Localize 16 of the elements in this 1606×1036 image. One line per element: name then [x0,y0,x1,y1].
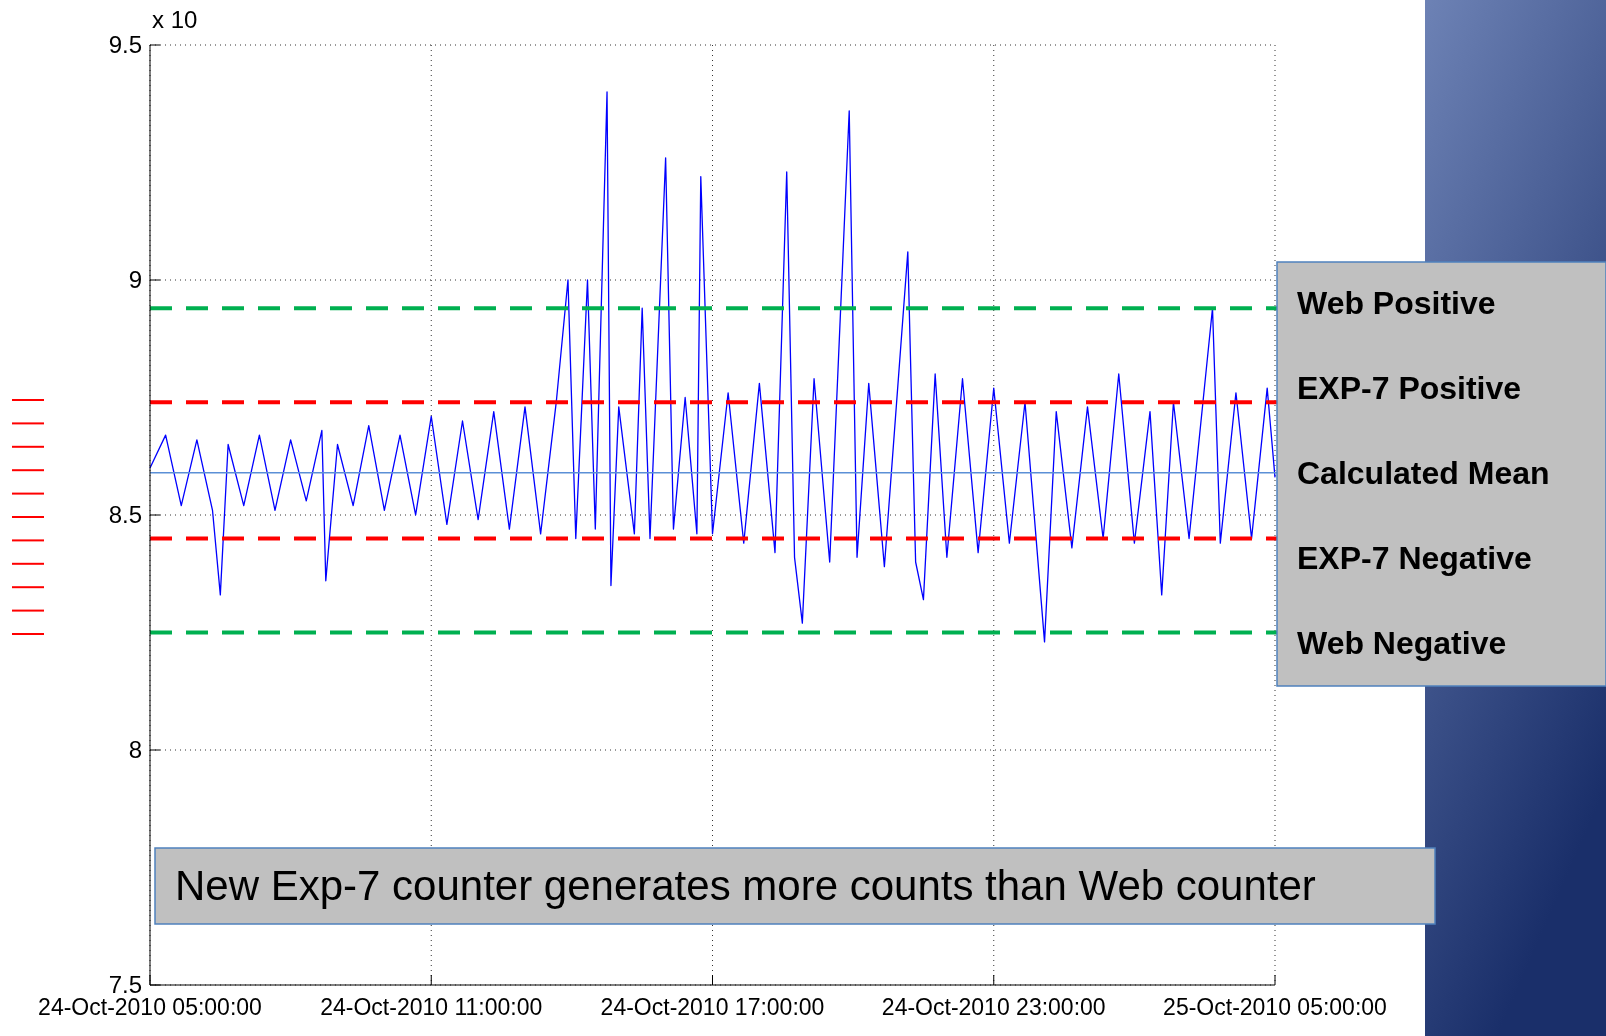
text: x 10 [152,6,198,33]
x-tick-label: 25-Oct-2010 05:00:00 [1163,994,1387,1020]
y-tick-label: 8 [128,736,142,763]
x-tick-label: 24-Oct-2010 23:00:00 [881,994,1106,1020]
ref-line-label: Web Negative [1297,624,1507,661]
line-series [149,91,1276,643]
ref-line-label: EXP-7 Negative [1297,539,1532,576]
annotation: New Exp-7 counter generates more counts than Web counter [175,862,1316,909]
x-tick-label: 24-Oct-2010 11:00:00 [320,994,543,1020]
ref-line-label: EXP-7 Positive [1297,370,1522,407]
y-tick-label: 9 [128,266,142,293]
ref-line-label: Calculated Mean [1297,455,1550,491]
y-tick-label: 8.5 [108,501,142,528]
ref-line-label: Web Positive [1297,285,1496,322]
x-tick-label: 24-Oct-2010 17:00:00 [600,994,825,1020]
y-tick-label: 9.5 [108,31,142,58]
